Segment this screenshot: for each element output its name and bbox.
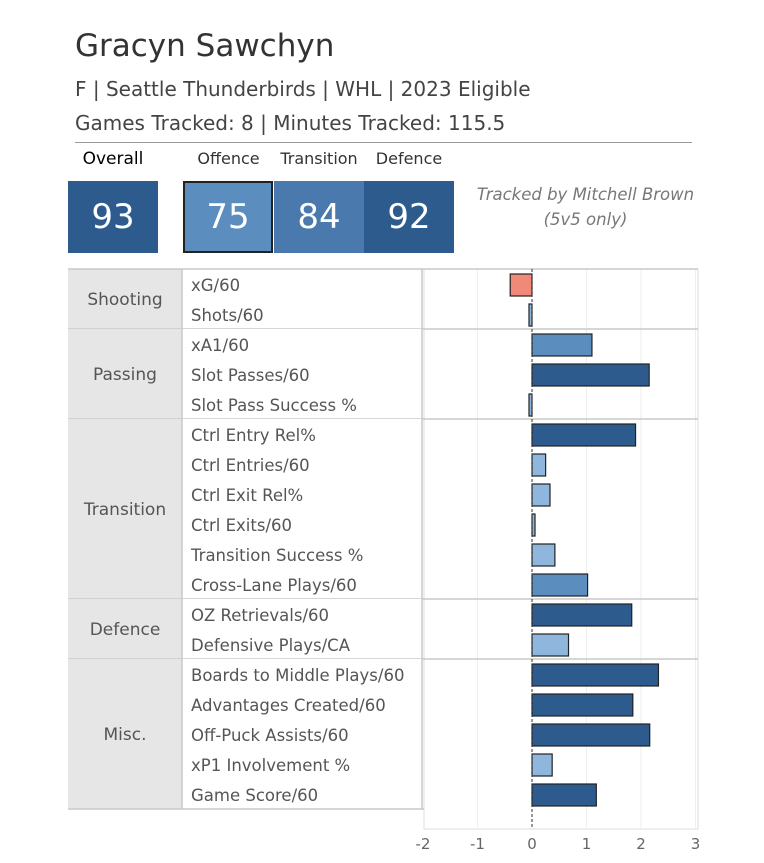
metric-bar[interactable] xyxy=(531,753,553,777)
transition-score[interactable]: 84 xyxy=(274,181,364,253)
metric-bar[interactable] xyxy=(531,423,637,447)
metric-label: Slot Pass Success % xyxy=(191,396,357,415)
metric-bar[interactable] xyxy=(531,453,547,477)
label-cell xyxy=(182,659,422,809)
group-label: Misc. xyxy=(104,725,147,745)
player-name: Gracyn Sawchyn xyxy=(75,28,335,64)
group-label: Defence xyxy=(90,620,161,640)
label-cell xyxy=(182,269,422,329)
offence-label: Offence xyxy=(197,149,260,168)
group-label: Shooting xyxy=(87,290,162,310)
metric-label: xP1 Involvement % xyxy=(191,756,350,775)
tracking-summary: Games Tracked: 8 | Minutes Tracked: 115.… xyxy=(75,111,506,135)
group-cell xyxy=(68,419,182,599)
offence-score[interactable]: 75 xyxy=(183,181,273,253)
label-cell xyxy=(182,329,422,419)
metric-label: Game Score/60 xyxy=(191,786,318,805)
metric-label: Advantages Created/60 xyxy=(191,696,386,715)
group-cell xyxy=(68,659,182,809)
group-label: Passing xyxy=(93,365,157,385)
tracking-credit: Tracked by Mitchell Brown (5v5 only) xyxy=(468,182,703,232)
metric-bar[interactable] xyxy=(531,693,634,717)
metric-bar[interactable] xyxy=(531,663,660,687)
metric-bar[interactable] xyxy=(531,543,556,567)
metric-label: xG/60 xyxy=(191,276,240,295)
tracking-scope-note: (5v5 only) xyxy=(543,210,628,229)
metric-label: Shots/60 xyxy=(191,306,264,325)
group-label: Transition xyxy=(83,500,166,520)
group-cell xyxy=(68,269,182,329)
metric-label: xA1/60 xyxy=(191,336,249,355)
player-info: F | Seattle Thunderbirds | WHL | 2023 El… xyxy=(75,77,531,101)
x-tick-label: -1 xyxy=(470,835,485,853)
tracking-credit-line: Tracked by Mitchell Brown xyxy=(476,185,695,204)
defence-score[interactable]: 92 xyxy=(364,181,454,253)
metric-bar[interactable] xyxy=(531,633,570,657)
metric-bar[interactable] xyxy=(531,723,651,747)
metric-label: Defensive Plays/CA xyxy=(191,636,351,655)
x-tick-label: 3 xyxy=(691,835,701,853)
header-divider xyxy=(75,142,692,143)
x-tick-label: 0 xyxy=(527,835,537,853)
metric-label: Cross-Lane Plays/60 xyxy=(191,576,357,595)
label-cell xyxy=(182,599,422,659)
defence-label: Defence xyxy=(375,149,443,168)
metric-label: Transition Success % xyxy=(190,546,363,565)
group-cell xyxy=(68,329,182,419)
x-tick-label: 2 xyxy=(636,835,646,853)
transition-label: Transition xyxy=(280,149,358,168)
metric-bar[interactable] xyxy=(531,333,593,357)
metric-label: OZ Retrievals/60 xyxy=(191,606,329,625)
metric-label: Boards to Middle Plays/60 xyxy=(191,666,404,685)
overall-score[interactable]: 93 xyxy=(68,181,158,253)
metric-bar[interactable] xyxy=(531,783,597,807)
metric-label: Ctrl Entries/60 xyxy=(191,456,310,475)
metric-bar[interactable] xyxy=(531,363,650,387)
label-cell xyxy=(182,419,422,599)
metric-bar[interactable] xyxy=(531,603,633,627)
group-cell xyxy=(68,599,182,659)
x-tick-label: -2 xyxy=(416,835,431,853)
metric-label: Slot Passes/60 xyxy=(191,366,310,385)
metric-bar[interactable] xyxy=(509,273,533,297)
x-tick-label: 1 xyxy=(582,835,592,853)
metric-bar[interactable] xyxy=(531,483,551,507)
overall-label: Overall xyxy=(82,149,144,169)
metric-bar[interactable] xyxy=(531,573,589,597)
metric-label: Ctrl Entry Rel% xyxy=(191,426,316,445)
metric-label: Ctrl Exits/60 xyxy=(191,516,292,535)
metric-label: Ctrl Exit Rel% xyxy=(191,486,303,505)
metric-label: Off-Puck Assists/60 xyxy=(191,726,349,745)
